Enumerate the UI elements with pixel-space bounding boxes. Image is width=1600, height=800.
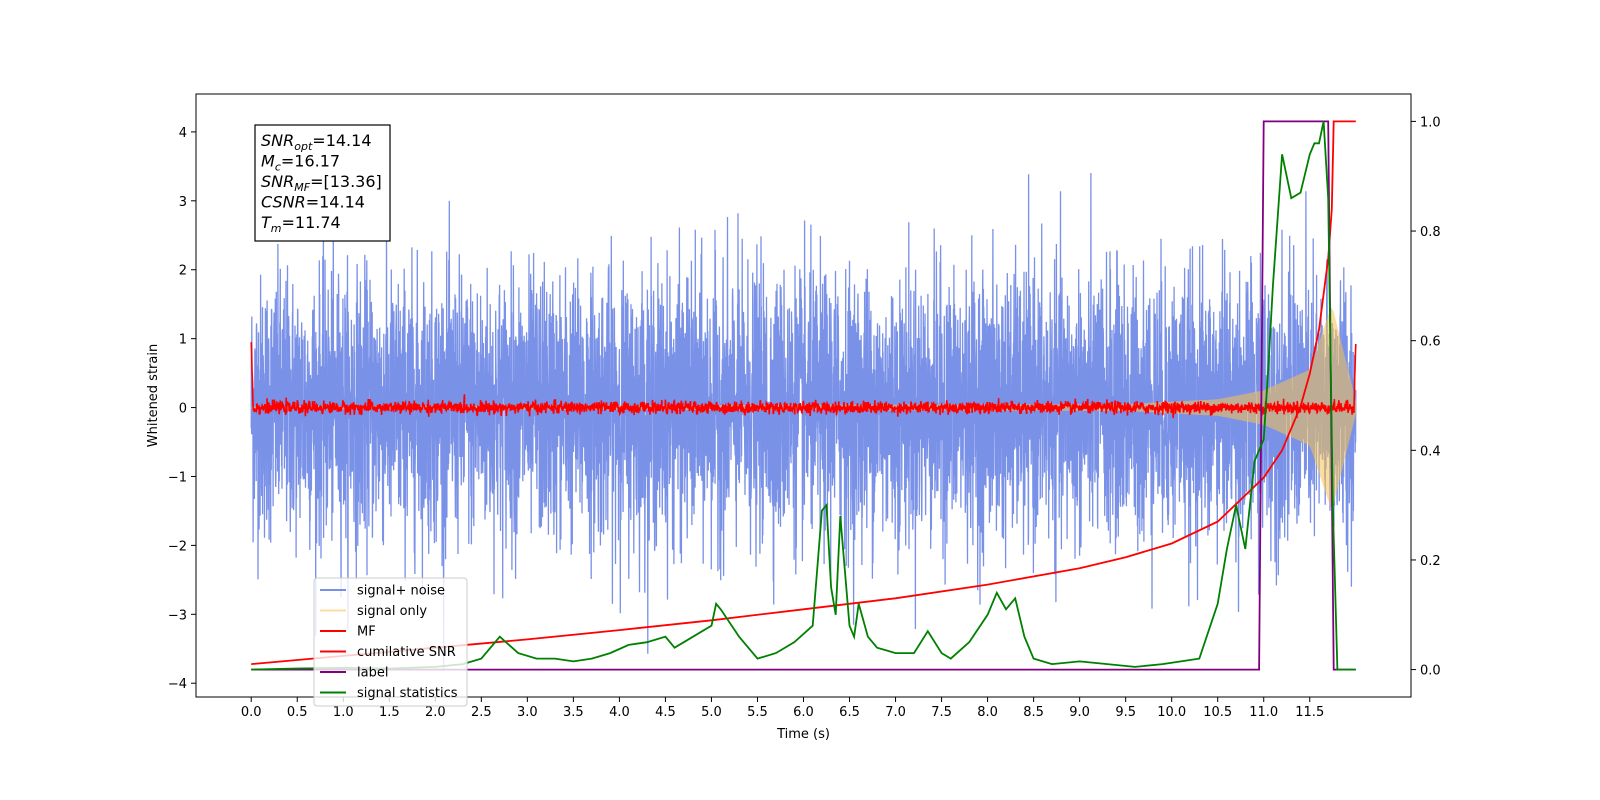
mf-line <box>250 342 1357 419</box>
x-tick-label: 8.5 <box>1023 705 1044 720</box>
signal-statistics-line <box>251 121 1356 671</box>
y-tick-label: −3 <box>168 608 187 623</box>
annotation-line: SNRopt=14.14 <box>261 131 372 153</box>
annotation-box-frame <box>254 124 391 242</box>
y-tick-label: 4 <box>179 126 187 141</box>
legend-frame <box>313 577 468 707</box>
x-tick-label: 10.0 <box>1157 705 1186 720</box>
x-tick-label: 1.5 <box>379 705 400 720</box>
y2-tick-label: 0.0 <box>1420 664 1441 679</box>
x-tick-label: 3.5 <box>563 705 584 720</box>
x-tick-label: 0.5 <box>287 705 308 720</box>
legend-entry-label: signal statistics <box>357 686 458 701</box>
annotation-line: SNRMF=[13.36] <box>261 172 382 194</box>
x-tick-label: 3.0 <box>517 705 538 720</box>
y-tick-label: −2 <box>168 539 187 554</box>
y-tick-label: 0 <box>179 402 187 417</box>
y-tick-label: 2 <box>179 264 187 279</box>
y-tick-label: −4 <box>168 677 187 692</box>
signal-noise-line <box>250 172 1357 671</box>
x-tick-label: 11.5 <box>1295 705 1324 720</box>
legend-entry-label: MF <box>357 625 376 640</box>
x-tick-label: 2.5 <box>471 705 492 720</box>
x-tick-label: 9.0 <box>1069 705 1090 720</box>
x-tick-label: 11.0 <box>1249 705 1278 720</box>
x-tick-label: 5.0 <box>701 705 722 720</box>
legend: signal+ noise signal only MF cumilative SNR… <box>313 577 468 707</box>
x-tick-label: 6.5 <box>839 705 860 720</box>
y-tick-label: 1 <box>179 333 187 348</box>
right-axis-series <box>251 120 1356 671</box>
x-axis-ticks: 0.0 0.5 1.0 1.5 2.0 2.5 3.0 3.5 4.0 4.5 5.0 5.5 6.0 6… <box>241 697 1324 720</box>
x-tick-label: 9.5 <box>1115 705 1136 720</box>
legend-entry-label: signal only <box>357 604 427 619</box>
x-tick-label: 8.0 <box>977 705 998 720</box>
x-tick-label: 7.5 <box>931 705 952 720</box>
annotation-line: Mc=16.17 <box>261 152 340 174</box>
y-axis-label: Whitened strain <box>146 344 161 447</box>
y2-tick-label: 0.4 <box>1420 444 1441 459</box>
x-tick-label: 1.0 <box>333 705 354 720</box>
x-tick-label: 7.0 <box>885 705 906 720</box>
x-tick-label: 4.0 <box>609 705 630 720</box>
y2-tick-label: 0.8 <box>1420 225 1441 240</box>
x-tick-label: 2.0 <box>425 705 446 720</box>
y2-tick-label: 0.6 <box>1420 335 1441 350</box>
x-tick-label: 10.5 <box>1203 705 1232 720</box>
legend-entry-label: signal+ noise <box>357 584 445 599</box>
cumilative-snr-line <box>251 120 1356 665</box>
signal-noise-series <box>250 172 1357 671</box>
x-axis-label: Time (s) <box>776 727 830 742</box>
legend-entry-label: cumilative SNR <box>357 645 456 660</box>
y2-tick-label: 1.0 <box>1420 115 1441 130</box>
x-tick-label: 6.0 <box>793 705 814 720</box>
y-axis-ticks: −4 −3 −2 −1 0 1 2 3 4 <box>168 126 196 692</box>
y-tick-label: −1 <box>168 470 187 485</box>
y2-tick-label: 0.2 <box>1420 554 1441 569</box>
y2-axis-ticks: 0.0 0.2 0.4 0.6 0.8 1.0 <box>1411 115 1441 679</box>
x-tick-label: 4.5 <box>655 705 676 720</box>
x-tick-label: 0.0 <box>241 705 262 720</box>
stats-annotation-box: SNRopt=14.14Mc=16.17SNRMF=[13.36]CSNR=14… <box>254 124 391 242</box>
legend-entry-label: label <box>357 666 388 681</box>
annotation-line: CSNR=14.14 <box>261 193 365 212</box>
x-tick-label: 5.5 <box>747 705 768 720</box>
y-tick-label: 3 <box>179 195 187 210</box>
annotation-line: Tm=11.74 <box>261 213 341 235</box>
mf-series <box>250 342 1357 419</box>
